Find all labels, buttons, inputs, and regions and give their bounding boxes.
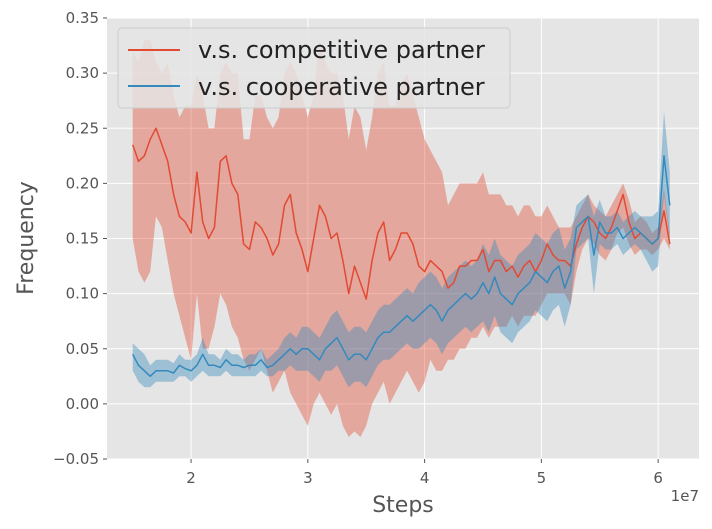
legend-label-competitive: v.s. competitive partner — [198, 36, 485, 64]
band-cooperative — [132, 111, 670, 388]
legend: v.s. competitive partner v.s. cooperativ… — [117, 27, 511, 109]
y-tick-label: 0.00 — [66, 395, 99, 413]
x-tick-label: 6 — [653, 469, 663, 487]
x-offset-label: 1e7 — [671, 487, 699, 505]
y-tick-label: 0.35 — [66, 9, 99, 27]
tick-labels: 2 3 4 5 6 −0.05 0.00 0.05 0.10 0.15 0.20 0.25 0.30 0.… — [53, 9, 663, 487]
series-lines — [131, 127, 671, 378]
line-cooperative — [132, 155, 671, 378]
band-competitive — [132, 40, 670, 437]
x-tick-label: 3 — [303, 469, 313, 487]
confidence-bands — [132, 40, 670, 437]
y-tick-label: 0.25 — [66, 119, 99, 137]
y-tick-label: 0.05 — [66, 340, 99, 358]
x-tick-label: 4 — [420, 469, 430, 487]
x-axis-label: Steps — [372, 493, 434, 518]
legend-box — [117, 27, 511, 109]
legend-label-cooperative: v.s. cooperative partner — [198, 73, 485, 101]
x-tick-label: 2 — [186, 469, 196, 487]
y-axis-label: Frequency — [14, 181, 39, 295]
y-tick-label: 0.10 — [66, 285, 99, 303]
y-tick-label: 0.15 — [66, 230, 99, 248]
y-tick-label: −0.05 — [53, 450, 99, 468]
y-tick-label: 0.30 — [66, 64, 99, 82]
line-competitive — [131, 127, 671, 300]
y-tick-label: 0.20 — [66, 174, 99, 192]
x-tick-label: 5 — [537, 469, 547, 487]
